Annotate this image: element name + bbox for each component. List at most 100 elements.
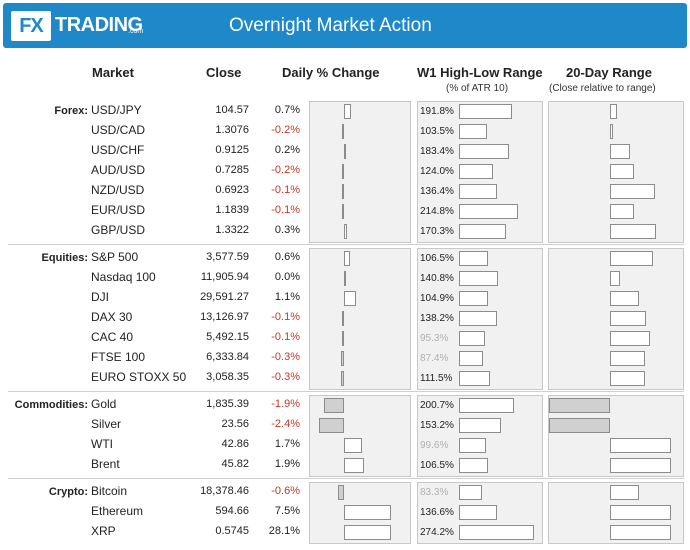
change-bar — [344, 104, 352, 119]
market-name: EURO STOXX 50 — [91, 370, 187, 384]
market-name: USD/CAD — [91, 123, 146, 137]
change-bar — [344, 144, 347, 159]
change-value: 1.9% — [274, 458, 300, 470]
close-value: 0.9125 — [215, 144, 249, 156]
close-value: 3,058.35 — [206, 371, 249, 383]
twenty-day-bar — [610, 104, 618, 119]
change-value: -0.2% — [271, 164, 300, 176]
close-value: 1.1839 — [215, 204, 249, 216]
page-title: Overnight Market Action — [229, 15, 432, 36]
group-label: Equities: — [41, 252, 88, 264]
w1-range-value: 87.4% — [420, 353, 449, 364]
change-bar — [318, 418, 344, 433]
change-value: -2.4% — [271, 418, 300, 430]
w1-range-value: 138.2% — [420, 313, 454, 324]
w1-range-bar — [459, 458, 489, 473]
close-value: 104.57 — [215, 104, 249, 116]
twenty-day-bar — [610, 438, 671, 453]
twenty-day-bar — [610, 164, 635, 179]
market-name: EUR/USD — [91, 203, 146, 217]
range-panel-chg — [309, 248, 411, 390]
twenty-day-bar — [610, 184, 656, 199]
w1-range-bar — [459, 164, 494, 179]
market-name: Silver — [91, 417, 122, 431]
change-bar — [344, 505, 392, 520]
change-value: 28.1% — [268, 525, 300, 537]
w1-range-bar — [459, 485, 482, 500]
close-value: 23.56 — [221, 418, 249, 430]
change-value: -0.2% — [271, 124, 300, 136]
twenty-day-bar — [549, 418, 610, 433]
close-value: 0.6923 — [215, 184, 249, 196]
twenty-day-bar — [610, 311, 646, 326]
market-name: USD/JPY — [91, 103, 142, 117]
close-value: 1,835.39 — [206, 398, 249, 410]
w1-range-bar — [459, 398, 515, 413]
market-name: DAX 30 — [91, 310, 133, 324]
w1-range-value: 136.4% — [420, 186, 454, 197]
close-value: 5,492.15 — [206, 331, 249, 343]
market-name: Nasdaq 100 — [91, 270, 156, 284]
close-value: 594.66 — [215, 505, 249, 517]
logo-suffix: .com — [128, 28, 144, 35]
change-value: 0.6% — [274, 251, 300, 263]
change-bar — [344, 251, 351, 266]
change-value: -0.1% — [271, 331, 300, 343]
w1-range-value: 136.6% — [420, 507, 454, 518]
column-header-close: Close — [206, 65, 242, 80]
w1-range-bar — [459, 351, 484, 366]
close-value: 1.3076 — [215, 124, 249, 136]
w1-range-value: 214.8% — [420, 206, 454, 217]
change-value: -0.1% — [271, 184, 300, 196]
twenty-day-bar — [610, 371, 646, 386]
w1-range-bar — [459, 331, 486, 346]
close-value: 45.82 — [221, 458, 249, 470]
change-value: -0.1% — [271, 204, 300, 216]
w1-range-bar — [459, 184, 497, 199]
w1-range-bar — [459, 144, 510, 159]
market-name: DJI — [91, 290, 109, 304]
twenty-day-bar — [610, 204, 635, 219]
change-value: -0.3% — [271, 351, 300, 363]
change-bar — [344, 438, 362, 453]
w1-range-bar — [459, 418, 502, 433]
market-name: NZD/USD — [91, 183, 145, 197]
close-value: 13,126.97 — [200, 311, 249, 323]
market-name: GBP/USD — [91, 223, 146, 237]
twenty-day-bar — [610, 331, 650, 346]
market-name: Gold — [91, 397, 117, 411]
logo-text: TRADING — [55, 14, 143, 36]
w1-range-value: 95.3% — [420, 333, 449, 344]
twenty-day-bar — [610, 525, 671, 540]
w1-range-bar — [459, 104, 512, 119]
w1-range-value: 106.5% — [420, 460, 454, 471]
column-subheader-r20: (Close relative to range) — [549, 83, 656, 94]
market-name: Brent — [91, 457, 120, 471]
column-header-change: Daily % Change — [282, 65, 380, 80]
twenty-day-bar — [610, 144, 630, 159]
group-separator — [8, 478, 684, 479]
w1-range-bar — [459, 291, 488, 306]
close-value: 3,577.59 — [206, 251, 249, 263]
group-label: Crypto: — [48, 486, 88, 498]
column-subheader-w1: (% of ATR 10) — [446, 83, 509, 94]
group-label: Commodities: — [14, 399, 88, 411]
w1-range-bar — [459, 124, 488, 139]
w1-range-value: 191.8% — [420, 106, 454, 117]
w1-range-bar — [459, 525, 535, 540]
change-value: 0.2% — [274, 144, 300, 156]
w1-range-bar — [459, 251, 489, 266]
twenty-day-bar — [610, 224, 657, 239]
w1-range-value: 140.8% — [420, 273, 454, 284]
change-bar — [342, 204, 344, 219]
close-value: 0.5745 — [215, 525, 249, 537]
twenty-day-bar — [610, 485, 639, 500]
close-value: 1.3322 — [215, 224, 249, 236]
change-bar — [344, 224, 348, 239]
change-value: 0.7% — [274, 104, 300, 116]
w1-range-value: 83.3% — [420, 487, 449, 498]
w1-range-bar — [459, 505, 497, 520]
change-bar — [342, 331, 344, 346]
twenty-day-bar — [549, 398, 610, 413]
header-banner: FX TRADING .com Overnight Market Action — [3, 3, 687, 48]
